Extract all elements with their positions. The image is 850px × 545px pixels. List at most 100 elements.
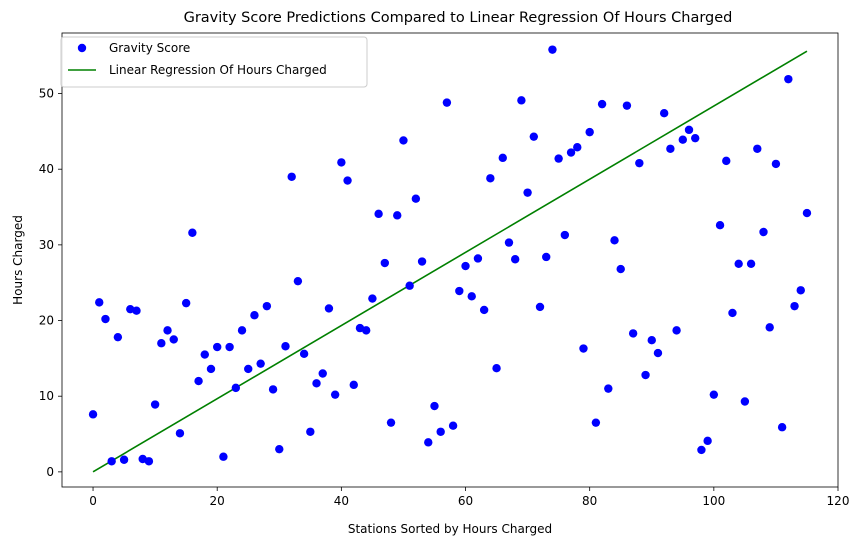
data-point [318,369,327,378]
data-point [529,132,539,141]
data-point [597,99,607,109]
y-tick-label: 50 [39,87,54,101]
x-axis-title: Stations Sorted by Hours Charged [348,522,552,536]
legend-label-regression: Linear Regression Of Hours Charged [109,63,327,77]
data-point [610,236,619,245]
data-point [188,228,197,237]
data-points [88,45,812,466]
data-point [647,336,656,345]
data-point [560,230,570,240]
x-tick-label: 80 [582,494,597,508]
data-point [573,143,582,152]
data-point [113,332,123,342]
data-point [591,418,601,427]
data-point [510,255,520,264]
data-point [250,311,259,320]
data-point [734,259,743,268]
data-point [722,156,731,166]
data-point [119,455,129,464]
data-point [492,364,501,373]
data-point [417,257,427,266]
data-point [150,400,160,409]
data-point [132,306,141,315]
data-point [144,457,154,466]
data-point [424,438,433,447]
y-tick-label: 10 [39,389,54,403]
data-point [206,364,216,374]
plot-frame [61,32,839,488]
data-point [486,174,495,183]
data-point [746,259,756,268]
data-point [430,401,439,411]
x-tick-label: 100 [702,494,725,508]
data-point [337,158,346,167]
data-point [461,261,470,271]
data-point [312,379,321,388]
legend-box [60,36,368,88]
regression-line [92,50,808,473]
data-point [200,350,209,359]
data-point [225,342,234,352]
data-point [542,252,551,262]
data-point [175,429,185,438]
data-point [231,383,241,393]
data-point [101,314,110,324]
data-point [88,410,98,419]
data-point [790,301,799,311]
legend: Gravity Score Linear Regression Of Hours… [60,36,368,88]
data-point [635,158,644,168]
data-point [349,380,358,390]
data-point [703,436,712,446]
data-point [479,305,489,315]
x-tick-label: 20 [210,494,225,508]
data-point [256,359,265,368]
data-point [616,264,625,274]
data-point [728,308,737,318]
data-point [448,421,458,430]
data-point [405,281,414,290]
data-point [386,418,396,427]
data-point [324,304,334,313]
data-point [194,376,203,386]
data-point [219,452,228,461]
y-tick-label: 20 [39,314,54,328]
data-point [672,326,681,335]
data-point [498,153,507,163]
data-point [753,144,762,153]
x-tick-label: 120 [827,494,850,508]
data-point [740,397,750,406]
y-tick-label: 30 [39,238,54,252]
data-point [641,370,650,380]
data-point [691,133,700,143]
data-point [579,344,588,353]
data-point [157,339,166,348]
data-point [306,427,315,436]
data-point [585,127,594,137]
y-tick-label: 0 [46,465,54,479]
data-point [709,390,719,399]
data-point [368,294,377,303]
data-point [107,457,116,466]
data-point [622,101,632,110]
data-point [715,220,725,230]
data-point [566,148,576,157]
x-tick-label: 60 [458,494,473,508]
data-point [666,144,675,153]
data-point [802,208,812,218]
data-point [777,423,787,432]
chart-title: Gravity Score Predictions Compared to Li… [184,10,733,26]
data-point [237,326,247,335]
data-point [455,286,464,296]
data-point [684,125,694,135]
data-point [504,238,514,247]
data-point [467,292,476,301]
data-point [548,45,557,54]
y-axis-title: Hours Charged [11,215,25,305]
data-point [399,136,408,145]
data-point [765,323,774,332]
data-point [361,326,371,335]
data-point [281,342,290,351]
data-point [442,98,452,107]
data-point [374,209,383,219]
data-point [697,445,706,455]
